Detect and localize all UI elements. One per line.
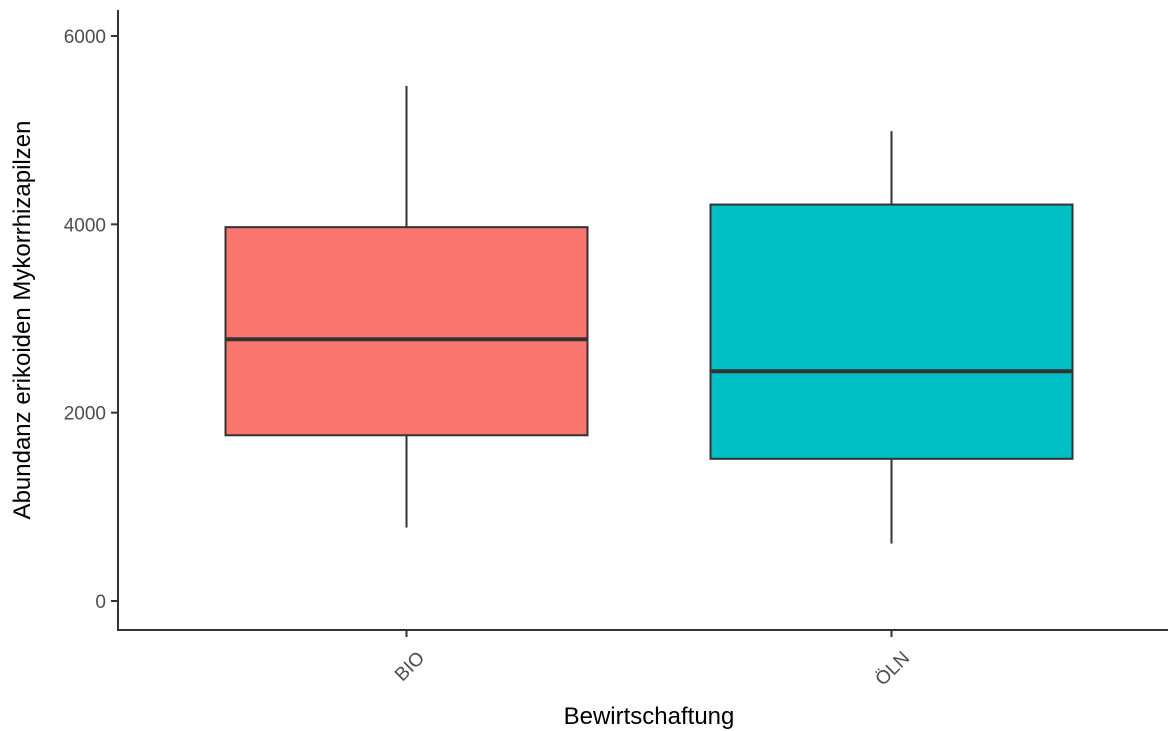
y-tick-label: 4000 [64,215,106,236]
y-tick-label: 0 [95,592,106,613]
axis-layer [117,10,1168,631]
x-axis-title: Bewirtschaftung [564,703,735,730]
x-tick-label: ÖLN [872,648,914,690]
boxplot-oeln [709,131,1074,544]
box [224,226,589,437]
box [709,203,1074,460]
y-tick-label: 6000 [64,27,106,48]
y-ticks: 0 2000 4000 6000 [64,27,118,613]
x-tick-label: BIO [391,648,429,686]
plot-layer [224,85,1074,544]
y-tick-label: 2000 [64,404,106,425]
x-ticks: BIO ÖLN [391,630,914,690]
y-axis-title: Abundanz erikoiden Mykorrhizapilzen [9,121,36,520]
boxplot-bio [224,85,589,528]
